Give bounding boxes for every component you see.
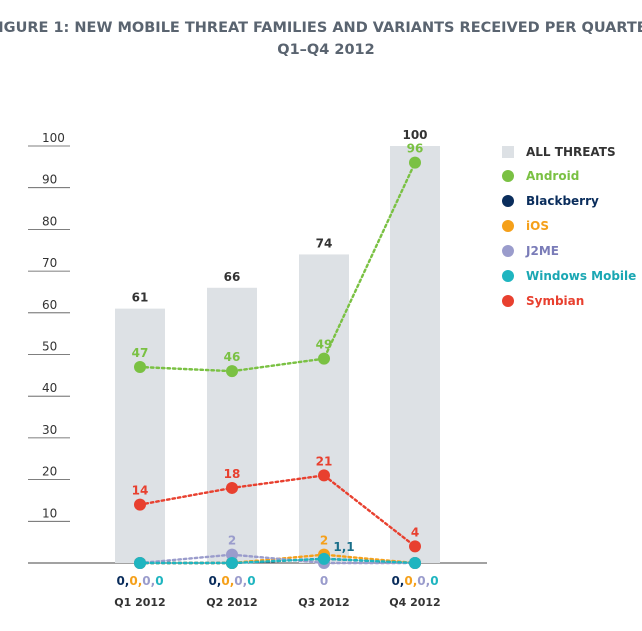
legend-swatch-symbian (502, 295, 514, 307)
legend: ALL THREATS Android Blackberry iOS J2ME Windo… (502, 145, 636, 308)
bar-all-threats (115, 308, 165, 563)
point-label-j2me: 2 (228, 534, 236, 548)
x-tick-label: Q1 2012 (114, 596, 165, 609)
chart-title-line1: FIGURE 1: NEW MOBILE THREAT FAMILIES AND… (0, 20, 642, 36)
series-group (134, 156, 421, 569)
legend-label-windows-mobile: Windows Mobile (526, 269, 636, 283)
x-axis: 0,0,0,0 0,0,0,0 0 0,0,0,0 Q1 2012 Q2 2012 Q3 2… (114, 574, 440, 609)
bar-value-label: 61 (132, 291, 149, 305)
point-android (226, 365, 238, 378)
point-windows-mobile (226, 557, 238, 569)
legend-label-android: Android (526, 169, 579, 183)
legend-swatch-all-threats (502, 146, 514, 158)
series-line-android (138, 161, 417, 373)
point-label-symbian: 4 (411, 525, 419, 539)
y-tick-label: 30 (42, 423, 57, 437)
point-symbian (318, 469, 330, 482)
y-tick-label: 40 (42, 381, 57, 395)
point-label-blackberry-windows: 1,1 (333, 540, 354, 554)
point-j2me (226, 548, 238, 561)
point-label-symbian: 14 (132, 484, 149, 498)
legend-label-ios: iOS (526, 219, 549, 233)
bar-all-threats (299, 254, 349, 564)
zero-values-label: 0,0,0,0 (391, 574, 438, 588)
point-label-android: 96 (407, 142, 424, 156)
bar-value-label: 66 (224, 270, 241, 284)
zero-values-label: 0,0,0,0 (208, 574, 255, 588)
point-label-symbian: 21 (316, 454, 333, 468)
data-labels-group: 47 46 49 96 14 18 21 4 2 2 1,1 (132, 142, 424, 554)
legend-swatch-windows-mobile (502, 270, 514, 282)
point-symbian (134, 498, 146, 511)
series-line-j2me (138, 553, 417, 565)
bar-value-label: 100 (402, 128, 427, 142)
point-label-android: 47 (132, 346, 149, 360)
y-tick-label: 50 (42, 340, 57, 354)
legend-swatch-blackberry (502, 195, 514, 207)
point-android (134, 361, 146, 374)
y-tick-label: 70 (42, 256, 57, 270)
series-line-windows-mobile (138, 557, 417, 565)
legend-label-all-threats: ALL THREATS (526, 145, 616, 159)
legend-label-blackberry: Blackberry (526, 194, 599, 208)
y-tick-label: 90 (42, 173, 57, 187)
x-tick-label: Q2 2012 (206, 596, 257, 609)
point-label-android: 49 (316, 338, 333, 352)
point-windows-mobile (134, 557, 146, 569)
point-windows-mobile (318, 552, 330, 565)
point-label-android: 46 (224, 350, 241, 364)
x-tick-label: Q4 2012 (389, 596, 440, 609)
bars-group: 61 66 74 100 (115, 128, 440, 564)
y-axis: 10 20 30 40 50 60 70 80 90 100 (28, 131, 487, 564)
point-label-symbian: 18 (224, 467, 241, 481)
chart-title-line2: Q1–Q4 2012 (277, 42, 375, 58)
point-windows-mobile (409, 557, 421, 569)
point-symbian (226, 481, 238, 494)
point-android (318, 352, 330, 365)
legend-label-symbian: Symbian (526, 294, 584, 308)
y-tick-label: 10 (42, 506, 57, 520)
y-tick-label: 20 (42, 465, 57, 479)
y-tick-label: 100 (42, 131, 65, 145)
bar-all-threats (207, 287, 257, 563)
point-symbian (409, 540, 421, 553)
legend-swatch-j2me (502, 245, 514, 257)
legend-swatch-android (502, 170, 514, 182)
bar-value-label: 74 (316, 236, 333, 250)
x-tick-label: Q3 2012 (298, 596, 349, 609)
zero-values-label: 0 (320, 574, 328, 588)
zero-values-label: 0,0,0,0 (116, 574, 163, 588)
point-android (409, 156, 421, 169)
point-label-ios: 2 (320, 534, 328, 548)
y-tick-label: 80 (42, 214, 57, 228)
legend-label-j2me: J2ME (525, 244, 559, 258)
y-tick-label: 60 (42, 298, 57, 312)
series-line-symbian (138, 474, 417, 548)
bar-all-threats (390, 146, 440, 563)
legend-swatch-ios (502, 220, 514, 232)
